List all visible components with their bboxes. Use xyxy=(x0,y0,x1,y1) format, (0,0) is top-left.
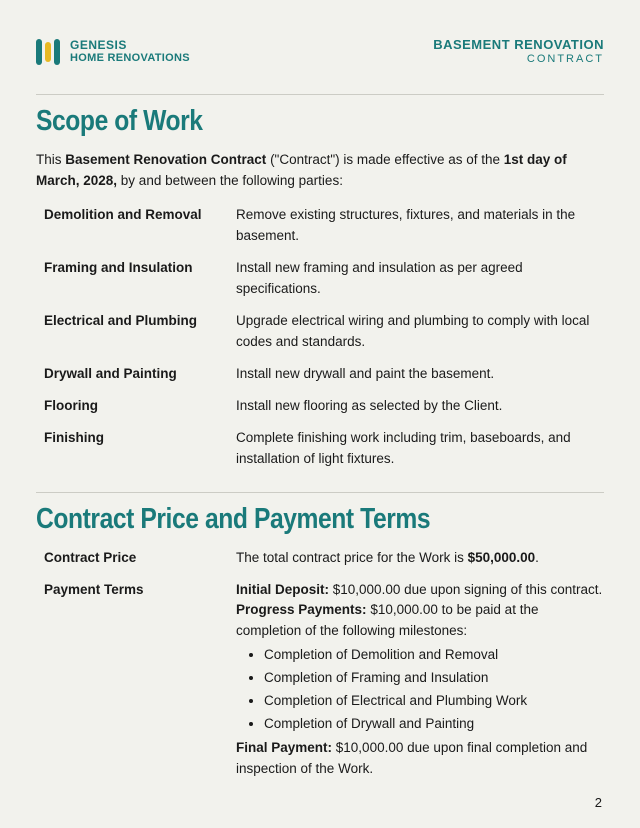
document-title: BASEMENT RENOVATION xyxy=(433,38,604,53)
page-number: 2 xyxy=(595,795,602,810)
document-title-block: BASEMENT RENOVATION CONTRACT xyxy=(433,38,604,66)
table-row: Payment Terms Initial Deposit: $10,000.0… xyxy=(36,580,604,780)
logo-icon xyxy=(36,39,60,65)
document-subtitle: CONTRACT xyxy=(433,53,604,66)
table-row: Electrical and PlumbingUpgrade electrica… xyxy=(36,311,604,353)
logo-block: GENESIS HOME RENOVATIONS xyxy=(36,39,190,65)
section-heading-price: Contract Price and Payment Terms xyxy=(36,503,519,536)
list-item: Completion of Demolition and Removal xyxy=(264,645,604,666)
table-row: FlooringInstall new flooring as selected… xyxy=(36,396,604,417)
intro-paragraph: This Basement Renovation Contract ("Cont… xyxy=(36,150,604,192)
table-row: Drywall and PaintingInstall new drywall … xyxy=(36,364,604,385)
table-row: Framing and InsulationInstall new framin… xyxy=(36,258,604,300)
page-header: GENESIS HOME RENOVATIONS BASEMENT RENOVA… xyxy=(36,38,604,66)
company-subtitle: HOME RENOVATIONS xyxy=(70,52,190,64)
price-table: Contract Price The total contract price … xyxy=(36,548,604,780)
list-item: Completion of Framing and Insulation xyxy=(264,668,604,689)
divider xyxy=(36,492,604,493)
table-row: Contract Price The total contract price … xyxy=(36,548,604,569)
company-name: GENESIS xyxy=(70,39,190,52)
table-row: FinishingComplete finishing work includi… xyxy=(36,428,604,470)
section-heading-scope: Scope of Work xyxy=(36,105,519,138)
milestone-list: Completion of Demolition and Removal Com… xyxy=(236,645,604,735)
list-item: Completion of Drywall and Painting xyxy=(264,714,604,735)
table-row: Demolition and RemovalRemove existing st… xyxy=(36,205,604,247)
scope-table: Demolition and RemovalRemove existing st… xyxy=(36,205,604,469)
list-item: Completion of Electrical and Plumbing Wo… xyxy=(264,691,604,712)
divider xyxy=(36,94,604,95)
